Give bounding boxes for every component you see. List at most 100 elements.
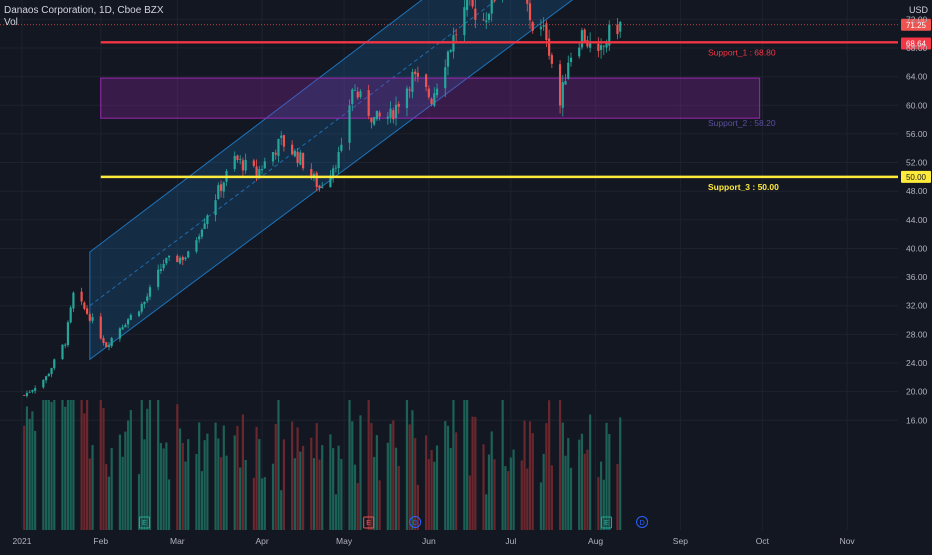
candle-body (157, 269, 160, 288)
level-price-tag[interactable] (901, 37, 931, 50)
candle-body (44, 376, 48, 381)
volume-bar (351, 421, 354, 530)
volume-bar (277, 400, 280, 530)
candle-body (25, 392, 29, 396)
volume-bar (416, 484, 419, 530)
support-zone[interactable]: Support_2 : 58.20 (100, 77, 776, 128)
candle-body (351, 89, 354, 105)
last-price-tag[interactable] (901, 18, 931, 31)
candle-body (386, 116, 389, 119)
volume-bar (162, 448, 165, 530)
y-tick-label: 68.00 (906, 43, 928, 53)
volume-bar (337, 445, 340, 530)
candle-body (449, 49, 452, 52)
volume-bar (561, 422, 564, 530)
candle-body (608, 24, 611, 46)
y-tick-label: 72.00 (906, 14, 928, 24)
volume-bar (72, 400, 75, 530)
volume-bar (271, 463, 275, 530)
level-price-tag-text: 68.64 (906, 40, 927, 49)
symbol-title: Danaos Corporation, 1D, Cboe BZX (4, 5, 164, 16)
candle-body (282, 135, 286, 147)
volume-bar (490, 431, 493, 530)
volume-bar (367, 400, 370, 530)
support-2-zone[interactable] (100, 77, 761, 119)
level-price-tag[interactable] (901, 170, 931, 183)
time-axis[interactable]: 2021 Feb Mar Apr May Jun Jul Aug Sep Oct Nov (13, 536, 856, 546)
candle-body (430, 98, 433, 104)
channel-midline[interactable] (89, 0, 585, 307)
volume-bar (252, 477, 255, 530)
volume-bar (569, 467, 573, 530)
volume-bar (427, 459, 430, 530)
volume-bar (260, 478, 264, 530)
volume-bar (165, 442, 168, 530)
volume-bar (214, 422, 217, 530)
y-tick-label: 52.00 (906, 158, 928, 168)
candle-body (23, 395, 26, 396)
volume-bar (80, 400, 83, 530)
candle-body (340, 144, 343, 151)
candle-body (102, 338, 105, 343)
candle-body (118, 328, 121, 339)
volume-bar (578, 439, 581, 530)
candle-body (301, 153, 305, 169)
earnings-marker-icon[interactable] (138, 516, 150, 529)
volume-bar (178, 428, 182, 530)
candle-body (580, 30, 584, 48)
volume-bar (474, 416, 477, 530)
candle-body (69, 307, 72, 323)
event-marker-label: E (604, 518, 609, 527)
event-marker-label: D (412, 518, 418, 527)
volume-bar (107, 476, 111, 530)
volume-bar (146, 408, 149, 530)
volume-bar (206, 433, 209, 530)
volume-bar (526, 468, 529, 530)
price-axis[interactable]: 16.00 20.00 24.00 28.00 32.00 36.00 40.00 44.00… (906, 0, 928, 425)
candle-body (315, 172, 318, 187)
candle-body (359, 91, 362, 97)
dividend-marker-icon[interactable] (409, 516, 422, 528)
volume-bar (34, 430, 37, 530)
earnings-marker-icon[interactable] (363, 516, 375, 529)
candle-body (493, 0, 496, 1)
candle-body (42, 379, 45, 388)
candle-body (321, 186, 324, 188)
candle-body (564, 81, 567, 85)
volume-bar (375, 435, 378, 530)
x-tick-label: Jul (505, 536, 516, 546)
volume-bar (386, 442, 389, 530)
volume-bar (157, 400, 160, 530)
channel-band[interactable] (89, 0, 585, 361)
dividend-marker-icon[interactable] (636, 516, 649, 528)
volume-bar (280, 490, 283, 530)
volume-bar (222, 425, 225, 530)
regression-channel[interactable] (89, 0, 585, 361)
volume-bar (528, 421, 532, 530)
volume-bar (558, 400, 562, 530)
candle-body (219, 184, 223, 191)
earnings-marker-icon[interactable] (601, 516, 613, 529)
volume-bar (463, 400, 466, 530)
candle-body (578, 47, 581, 57)
level-lines[interactable]: Resistance_1 : 79.5079.50Support_1 : 68.… (0, 0, 931, 192)
event-marker-label: E (366, 518, 371, 527)
volume-bar (509, 457, 512, 530)
volume-bar (312, 458, 316, 530)
candle-body (233, 155, 236, 170)
candle-body (162, 263, 165, 269)
candle-body (146, 296, 149, 301)
volume-bar (373, 456, 376, 530)
candle-body (296, 151, 299, 164)
volume-bar (449, 447, 452, 530)
volume-bar (405, 400, 409, 530)
y-tick-label: 44.00 (906, 215, 928, 225)
candle-body (214, 200, 217, 216)
volume-bar (531, 433, 534, 530)
volume-bar (195, 453, 198, 530)
candle-body (337, 152, 340, 169)
volume-bar (340, 458, 343, 530)
candle-body (66, 322, 70, 346)
